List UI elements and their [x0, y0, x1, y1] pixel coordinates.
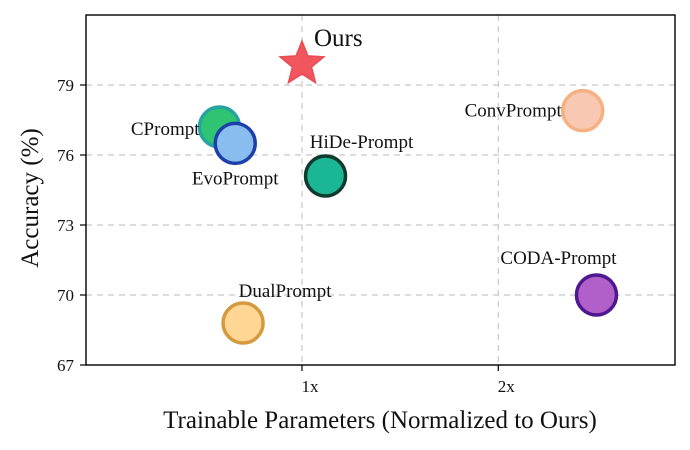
- axis-ticks: 67 70 73 76 79 1x 2x: [57, 76, 515, 396]
- point-dualprompt: [221, 301, 265, 345]
- label-convprompt: ConvPrompt: [465, 101, 563, 122]
- label-evoprompt: EvoPrompt: [192, 168, 279, 189]
- x-tick-label: 2x: [498, 377, 516, 396]
- label-cprompt: CPrompt: [131, 119, 200, 140]
- y-tick-label: 67: [57, 356, 75, 375]
- y-axis-title: Accuracy (%): [17, 128, 44, 268]
- point-evoprompt: [213, 121, 257, 166]
- point-labels: Ours CPrompt EvoPrompt HiDe-Prompt ConvPromp…: [131, 25, 617, 302]
- label-ours: Ours: [314, 25, 363, 52]
- point-convprompt: [560, 88, 605, 133]
- x-tick-label: 1x: [301, 377, 319, 396]
- label-hide-prompt: HiDe-Prompt: [310, 132, 414, 153]
- y-tick-label: 70: [57, 286, 74, 305]
- data-points: [197, 38, 619, 345]
- label-coda-prompt: CODA-Prompt: [500, 248, 617, 269]
- label-dualprompt: DualPrompt: [239, 281, 333, 302]
- plot-frame: [85, 14, 676, 366]
- y-tick-label: 79: [57, 76, 74, 95]
- point-coda-prompt: [574, 273, 619, 317]
- point-ours: [278, 38, 326, 85]
- point-hide-prompt: [303, 154, 348, 198]
- x-axis-title: Trainable Parameters (Normalized to Ours…: [163, 407, 597, 434]
- y-tick-label: 76: [57, 146, 74, 165]
- y-tick-label: 73: [57, 216, 74, 235]
